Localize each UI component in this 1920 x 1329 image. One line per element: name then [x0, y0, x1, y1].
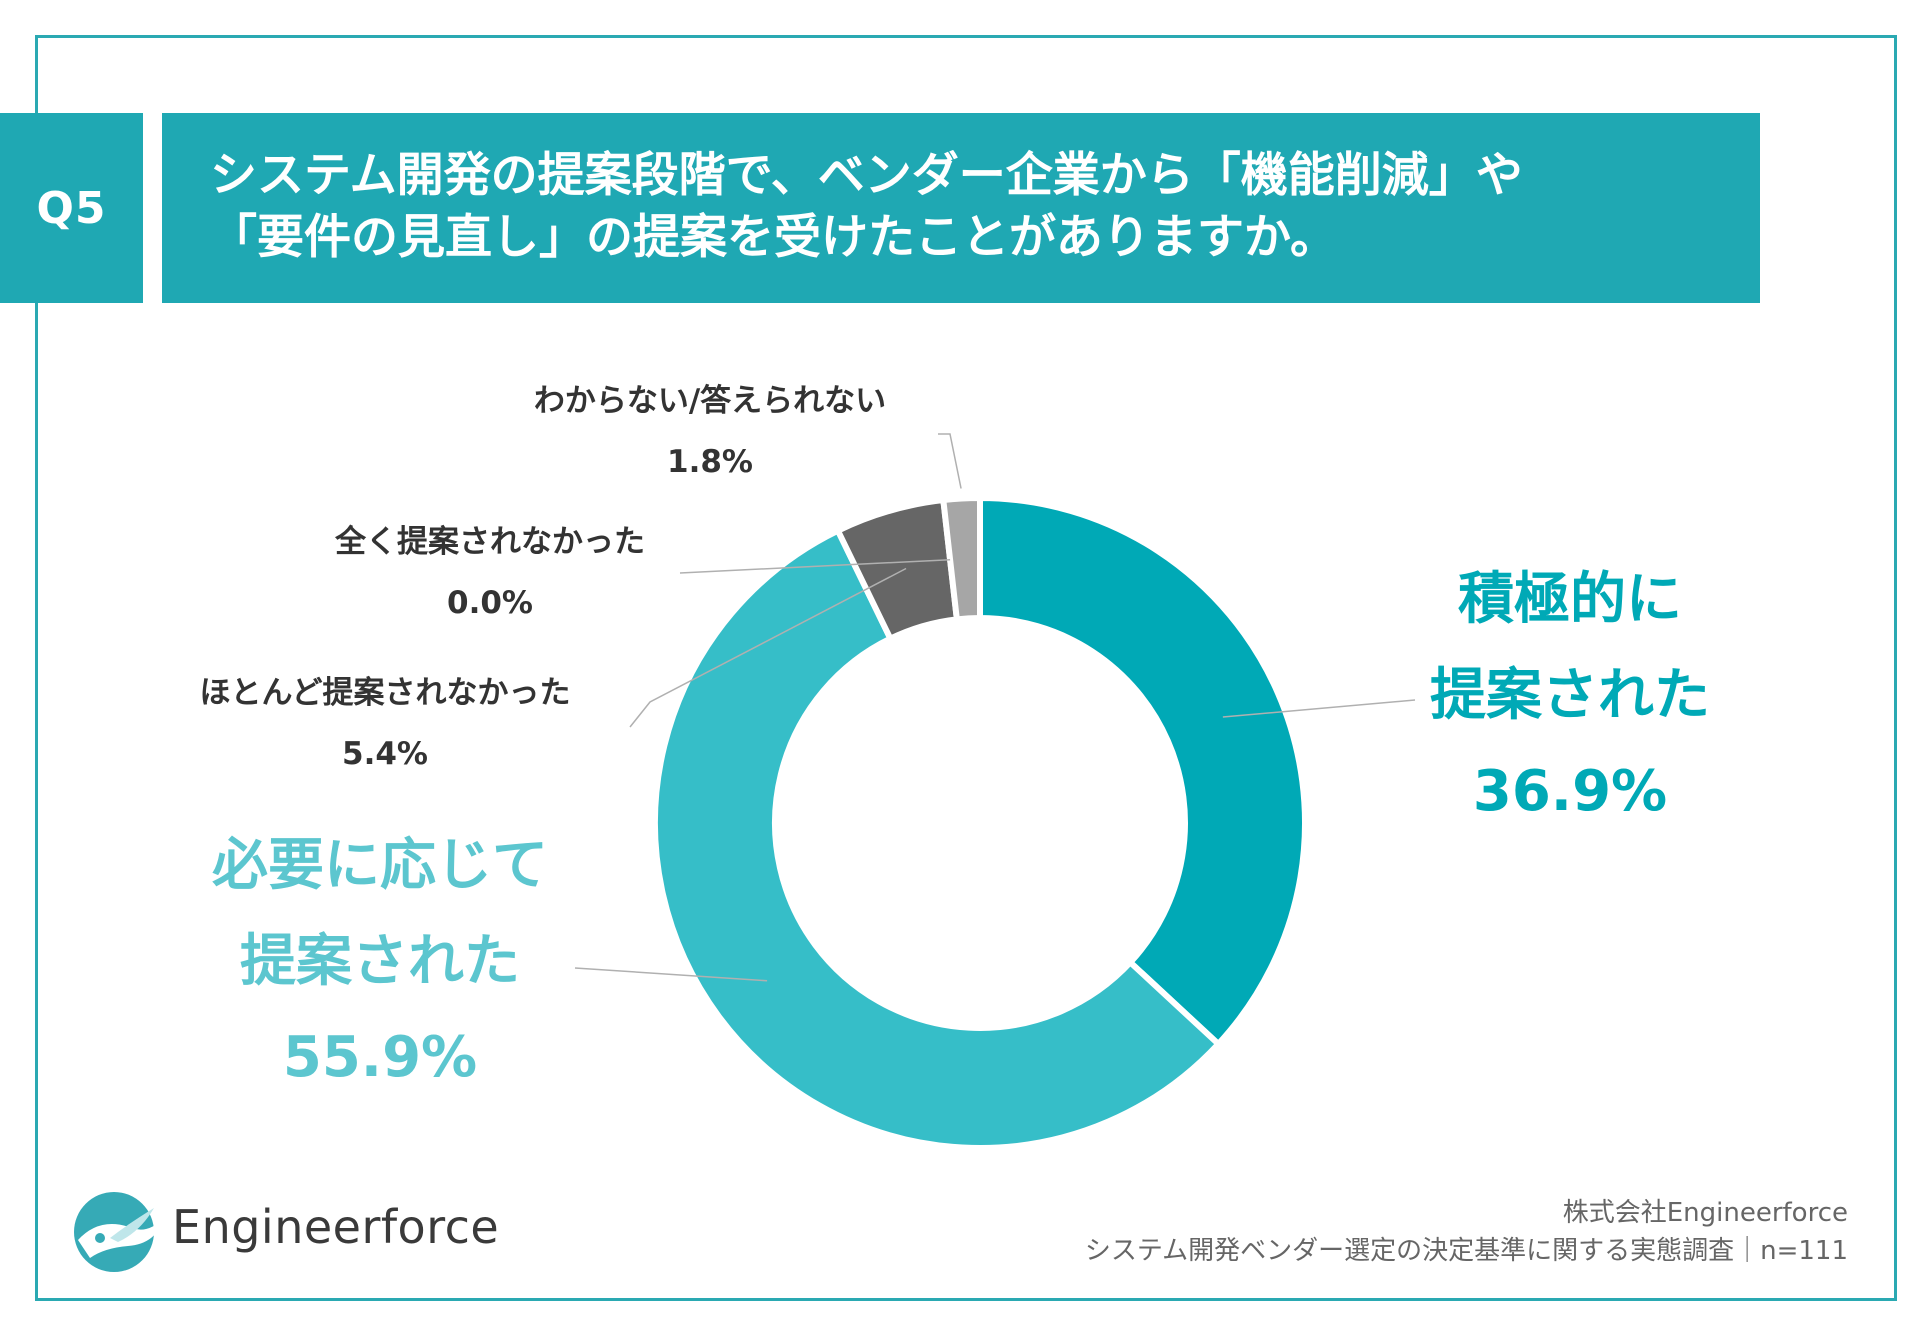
- slice-label-as-needed-line-2: 提案された: [240, 929, 520, 994]
- slice-label-unknown: わからない/答えられない 1.8%: [500, 371, 920, 493]
- company-logo: Engineerforce: [70, 1188, 499, 1278]
- outer-frame: [35, 35, 1897, 1301]
- slice-value-never: 0.0%: [447, 585, 533, 621]
- bird-wave-icon: [74, 1192, 164, 1272]
- slice-label-as-needed: 必要に応じて 提案された 55.9%: [180, 818, 580, 1106]
- logo-text: Engineerforce: [172, 1200, 500, 1254]
- question-number: Q5: [36, 182, 107, 234]
- slice-value-unknown: 1.8%: [667, 444, 753, 480]
- leader-line-slice-never: [679, 558, 951, 574]
- slice-label-active: 積極的に 提案された 36.9%: [1410, 552, 1730, 840]
- question-title-line-2: 「要件の見直し」の提案を受けたことがありますか。: [210, 210, 1338, 265]
- slice-label-active-line-2: 提案された: [1430, 663, 1710, 728]
- slice-label-active-line-1: 積極的に: [1458, 567, 1682, 632]
- leader-line-slice-active: [1222, 699, 1416, 718]
- question-title-line-1: システム開発の提案段階で、ベンダー企業から「機能削減」や: [210, 148, 1523, 203]
- leader-line-slice-rarely: [629, 567, 907, 728]
- slice-value-as-needed: 55.9%: [282, 1025, 478, 1090]
- question-badge: Q5: [0, 113, 143, 303]
- source-company: 株式会社Engineerforce: [1562, 1198, 1848, 1228]
- leader-line-slice-as-needed: [574, 967, 768, 982]
- slice-value-rarely: 5.4%: [342, 736, 428, 772]
- slice-active: [977, 494, 1308, 1049]
- slice-label-rarely-line-1: ほとんど提案されなかった: [199, 675, 571, 711]
- slice-unknown: [940, 494, 983, 623]
- slice-label-rarely: ほとんど提案されなかった 5.4%: [160, 663, 610, 785]
- slice-value-active: 36.9%: [1472, 759, 1668, 824]
- source-survey: システム開発ベンダー選定の決定基準に関する実態調査｜n=111: [1084, 1236, 1848, 1266]
- question-title: システム開発の提案段階で、ベンダー企業から「機能削減」や 「要件の見直し」の提案…: [162, 113, 1760, 303]
- slice-as-needed: [652, 526, 1223, 1151]
- slice-label-never: 全く提案されなかった 0.0%: [290, 512, 690, 634]
- source-note: 株式会社Engineerforce システム開発ベンダー選定の決定基準に関する実…: [1085, 1194, 1848, 1270]
- slice-label-unknown-line-1: わからない/答えられない: [533, 383, 887, 419]
- slice-label-as-needed-line-1: 必要に応じて: [212, 833, 548, 898]
- leader-line-slice-unknown: [938, 433, 962, 489]
- slice-label-never-line-1: 全く提案されなかった: [335, 524, 645, 560]
